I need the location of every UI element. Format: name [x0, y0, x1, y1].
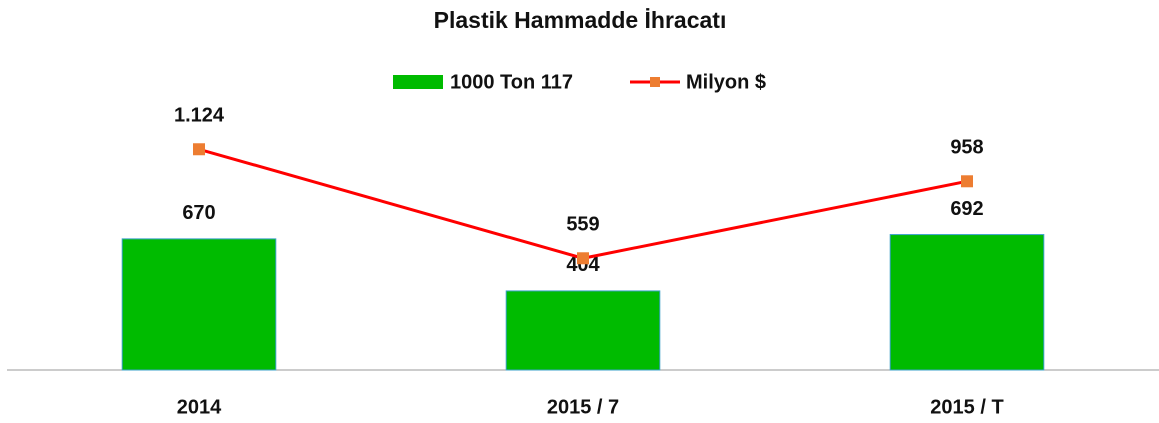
data-label: 692	[950, 198, 983, 220]
legend-marker	[650, 77, 660, 87]
x-tick-label: 2015 / 7	[547, 396, 619, 418]
x-tick-label: 2015 / T	[930, 396, 1003, 418]
line	[198, 147, 968, 260]
legend-label: 1000 Ton 117	[450, 71, 573, 93]
line-marker	[961, 175, 973, 188]
legend-label: Milyon $	[686, 71, 766, 93]
bar	[121, 238, 277, 371]
data-label: 670	[182, 202, 215, 224]
bar	[889, 234, 1045, 371]
legend-swatch	[393, 75, 443, 89]
data-label: 1.124	[174, 105, 225, 127]
data-label: 559	[566, 214, 599, 236]
line-marker	[193, 143, 205, 156]
x-tick-label: 2014	[177, 396, 222, 418]
data-label: 958	[950, 137, 983, 159]
bar	[505, 290, 661, 371]
data-label: 404	[566, 254, 600, 276]
chart-title: Plastik Hammadde İhracatı	[434, 7, 727, 33]
line-marker	[577, 252, 589, 265]
